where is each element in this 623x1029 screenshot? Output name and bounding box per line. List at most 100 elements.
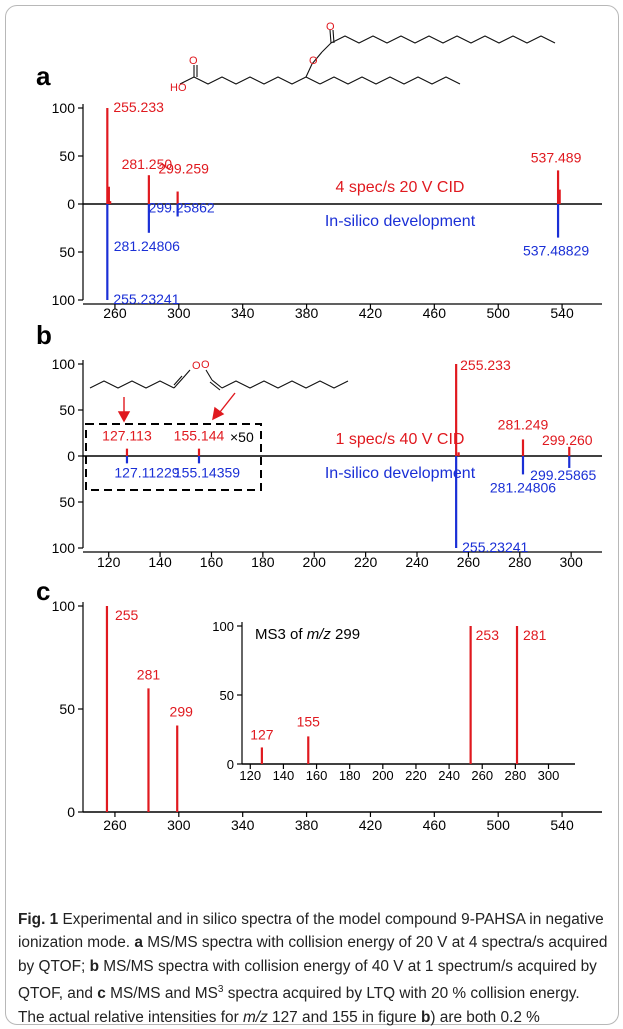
inset-title-mz: m/z bbox=[307, 626, 332, 643]
peak-label: 255.233 bbox=[113, 99, 164, 115]
panel-label-a: a bbox=[36, 61, 51, 91]
x-tick-label: 460 bbox=[423, 817, 447, 833]
fragment-o-minus-1: O bbox=[192, 360, 201, 372]
peak-label: 255.233 bbox=[460, 357, 511, 373]
y-tick-label: 0 bbox=[67, 804, 75, 820]
peak-label: 255.23241 bbox=[113, 291, 179, 307]
caption-text-6: 127 and 155 in figure bbox=[267, 1008, 421, 1026]
x-tick-label: 260 bbox=[103, 305, 127, 321]
y-tick-label: 50 bbox=[59, 494, 75, 510]
x-tick-label: 500 bbox=[487, 305, 511, 321]
x-tick-label: 420 bbox=[359, 305, 383, 321]
peak-label: 155 bbox=[297, 713, 321, 729]
x-tick-label: 140 bbox=[273, 768, 295, 783]
structure-ho-label: HO bbox=[170, 82, 187, 94]
caption-label: Fig. 1 bbox=[18, 911, 59, 928]
inset-title-prefix: MS3 of bbox=[255, 626, 307, 643]
x-tick-label: 500 bbox=[487, 817, 511, 833]
y-tick-label: 50 bbox=[220, 688, 234, 703]
x-tick-label: 180 bbox=[251, 554, 275, 570]
x50-zoom-box bbox=[85, 423, 262, 491]
caption-text-3: MS/MS spectra with collision energy of 4… bbox=[18, 957, 597, 1003]
y-tick-label: 50 bbox=[59, 402, 75, 418]
caption-text-7: ) are both 0.2 % bbox=[430, 1008, 540, 1026]
pahsa-structure bbox=[179, 29, 556, 85]
peak-label: 127.113 bbox=[102, 428, 152, 444]
x-tick-label: 300 bbox=[167, 305, 191, 321]
caption-ref-a: a bbox=[134, 934, 143, 952]
y-tick-label: 100 bbox=[52, 292, 76, 308]
x-tick-label: 300 bbox=[167, 817, 191, 833]
y-tick-label: 100 bbox=[52, 598, 76, 614]
peak-label: 255 bbox=[115, 607, 139, 623]
y-tick-label: 50 bbox=[59, 244, 75, 260]
x-tick-label: 300 bbox=[538, 768, 560, 783]
x-tick-label: 200 bbox=[372, 768, 394, 783]
fragment-o-minus-2: O bbox=[201, 359, 210, 371]
peak-label: 299.25862 bbox=[149, 199, 215, 215]
peak-label: 127.11229 bbox=[114, 464, 179, 480]
y-tick-label: 100 bbox=[212, 619, 234, 634]
structure-carbonyl-o-2: O bbox=[326, 21, 335, 33]
x-tick-label: 220 bbox=[354, 554, 378, 570]
y-tick-label: 0 bbox=[67, 448, 75, 464]
structure-ester-o: O bbox=[309, 55, 318, 67]
fragment-structures bbox=[89, 369, 349, 391]
peak-label: 299.25865 bbox=[530, 467, 596, 483]
peak-label: 281.250 bbox=[122, 156, 173, 172]
peak-label: 155.14359 bbox=[174, 464, 240, 480]
x-tick-label: 280 bbox=[505, 768, 527, 783]
y-tick-label: 100 bbox=[52, 100, 76, 116]
peak-label: 281.24806 bbox=[490, 479, 556, 495]
x-tick-label: 180 bbox=[339, 768, 361, 783]
x-tick-label: 120 bbox=[97, 554, 121, 570]
peak-label: 299 bbox=[170, 703, 194, 719]
peak-label: 299.260 bbox=[542, 432, 593, 448]
peak-label: 281 bbox=[137, 666, 161, 682]
x-tick-label: 200 bbox=[303, 554, 327, 570]
x-tick-label: 260 bbox=[103, 817, 127, 833]
y-tick-label: 50 bbox=[59, 701, 75, 717]
peak-label: 281.24806 bbox=[114, 238, 180, 254]
y-tick-label: 100 bbox=[52, 540, 76, 556]
x-tick-label: 460 bbox=[423, 305, 447, 321]
peak-label: 537.489 bbox=[531, 149, 582, 165]
x-tick-label: 160 bbox=[200, 554, 224, 570]
x-tick-label: 540 bbox=[550, 817, 574, 833]
caption-superscript: 3 bbox=[217, 984, 224, 996]
x-tick-label: 420 bbox=[359, 817, 383, 833]
peak-label: 127 bbox=[250, 726, 274, 742]
y-tick-label: 100 bbox=[52, 356, 76, 372]
x-tick-label: 380 bbox=[295, 305, 319, 321]
x-tick-label: 340 bbox=[231, 305, 255, 321]
series-name: 4 spec/s 20 V CID bbox=[336, 179, 465, 196]
x-tick-label: 280 bbox=[508, 554, 532, 570]
y-tick-label: 0 bbox=[67, 196, 75, 212]
series-name: 1 spec/s 40 V CID bbox=[336, 431, 465, 448]
x-tick-label: 300 bbox=[559, 554, 583, 570]
x-tick-label: 240 bbox=[438, 768, 460, 783]
x-tick-label: 260 bbox=[457, 554, 481, 570]
caption-mz: m/z bbox=[242, 1008, 268, 1026]
fragment-arrows bbox=[117, 392, 236, 423]
x-tick-label: 240 bbox=[405, 554, 429, 570]
caption-text-2: MS/MS spectra with collision energy of 2… bbox=[18, 934, 608, 975]
series-name: In-silico development bbox=[325, 465, 476, 482]
panel-label-c: c bbox=[36, 576, 50, 606]
x-tick-label: 140 bbox=[148, 554, 172, 570]
chart-b: 100 50 0 50 100 120 140 160 180 200 220 240 260 280 30… bbox=[52, 356, 602, 570]
peak-label: 537.48829 bbox=[523, 243, 589, 259]
x-tick-label: 260 bbox=[471, 768, 493, 783]
y-tick-label: 0 bbox=[227, 757, 234, 772]
caption-ref-b2: b bbox=[420, 1008, 431, 1026]
inset-title: MS3 of m/z 299 bbox=[255, 626, 360, 643]
x-tick-label: 160 bbox=[306, 768, 328, 783]
inset-title-suffix: 299 bbox=[331, 626, 360, 643]
caption-ref-c: c bbox=[97, 985, 106, 1003]
peak-label: 155.144 bbox=[174, 428, 225, 444]
panel-label-b: b bbox=[36, 320, 52, 350]
peak-label: 253 bbox=[476, 627, 500, 643]
